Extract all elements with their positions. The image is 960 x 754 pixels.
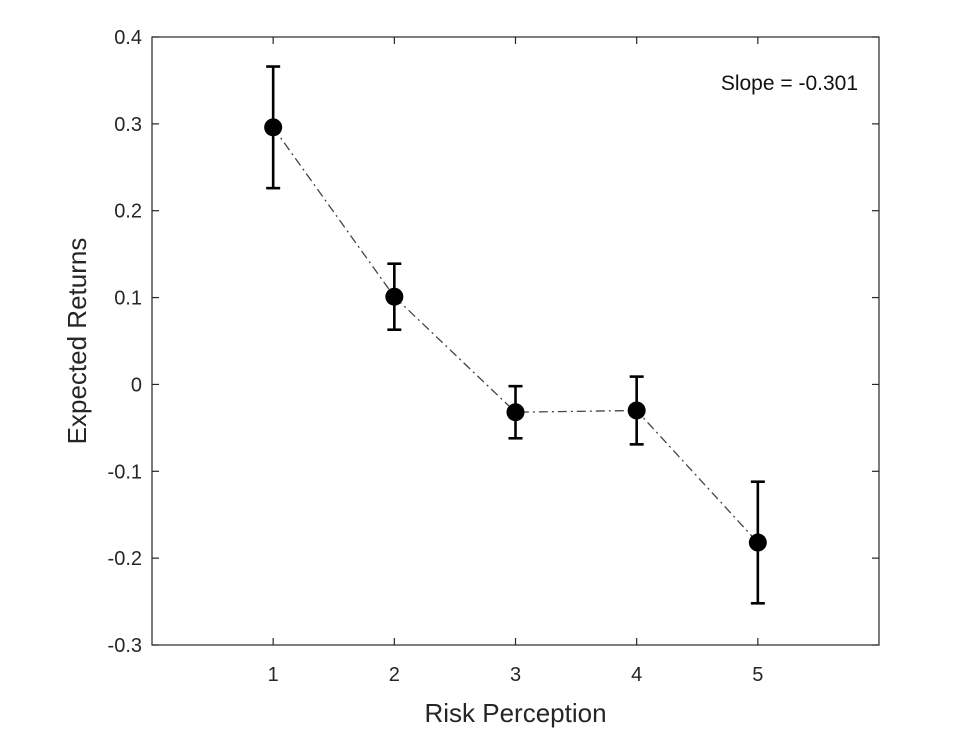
- error-bars-group: [266, 65, 765, 605]
- y-tick-label: 0.1: [114, 288, 142, 310]
- x-tick-label: 2: [389, 664, 400, 686]
- data-point: [264, 118, 283, 137]
- y-axis-label: Expected Returns: [62, 238, 92, 445]
- series-line-group: [272, 126, 759, 543]
- y-tick-label: 0.4: [114, 27, 142, 49]
- x-tick-label: 4: [631, 664, 642, 686]
- y-tick-label: -0.1: [108, 461, 142, 483]
- y-axis: -0.3 -0.2 -0.1 0 0.1 0.2 0.3 0.4: [108, 27, 879, 657]
- plot-area-frame: [151, 36, 880, 646]
- y-tick-label: 0.3: [114, 114, 142, 136]
- data-points-group: [264, 118, 767, 552]
- y-tick-label: -0.3: [108, 635, 142, 657]
- x-axis: 1 2 3 4 5: [268, 37, 763, 686]
- x-tick-label: 3: [510, 664, 521, 686]
- x-axis-label: Risk Perception: [424, 698, 606, 728]
- slope-annotation: Slope = -0.301: [721, 72, 858, 95]
- y-tick-label: 0.2: [114, 201, 142, 223]
- data-point: [748, 533, 767, 552]
- data-point: [385, 287, 404, 306]
- x-tick-label: 1: [268, 664, 279, 686]
- data-point: [627, 401, 646, 420]
- series-line: [272, 126, 759, 543]
- y-tick-label: 0: [131, 374, 142, 396]
- data-point: [506, 403, 525, 422]
- y-tick-label: -0.2: [108, 548, 142, 570]
- x-tick-label: 5: [752, 664, 763, 686]
